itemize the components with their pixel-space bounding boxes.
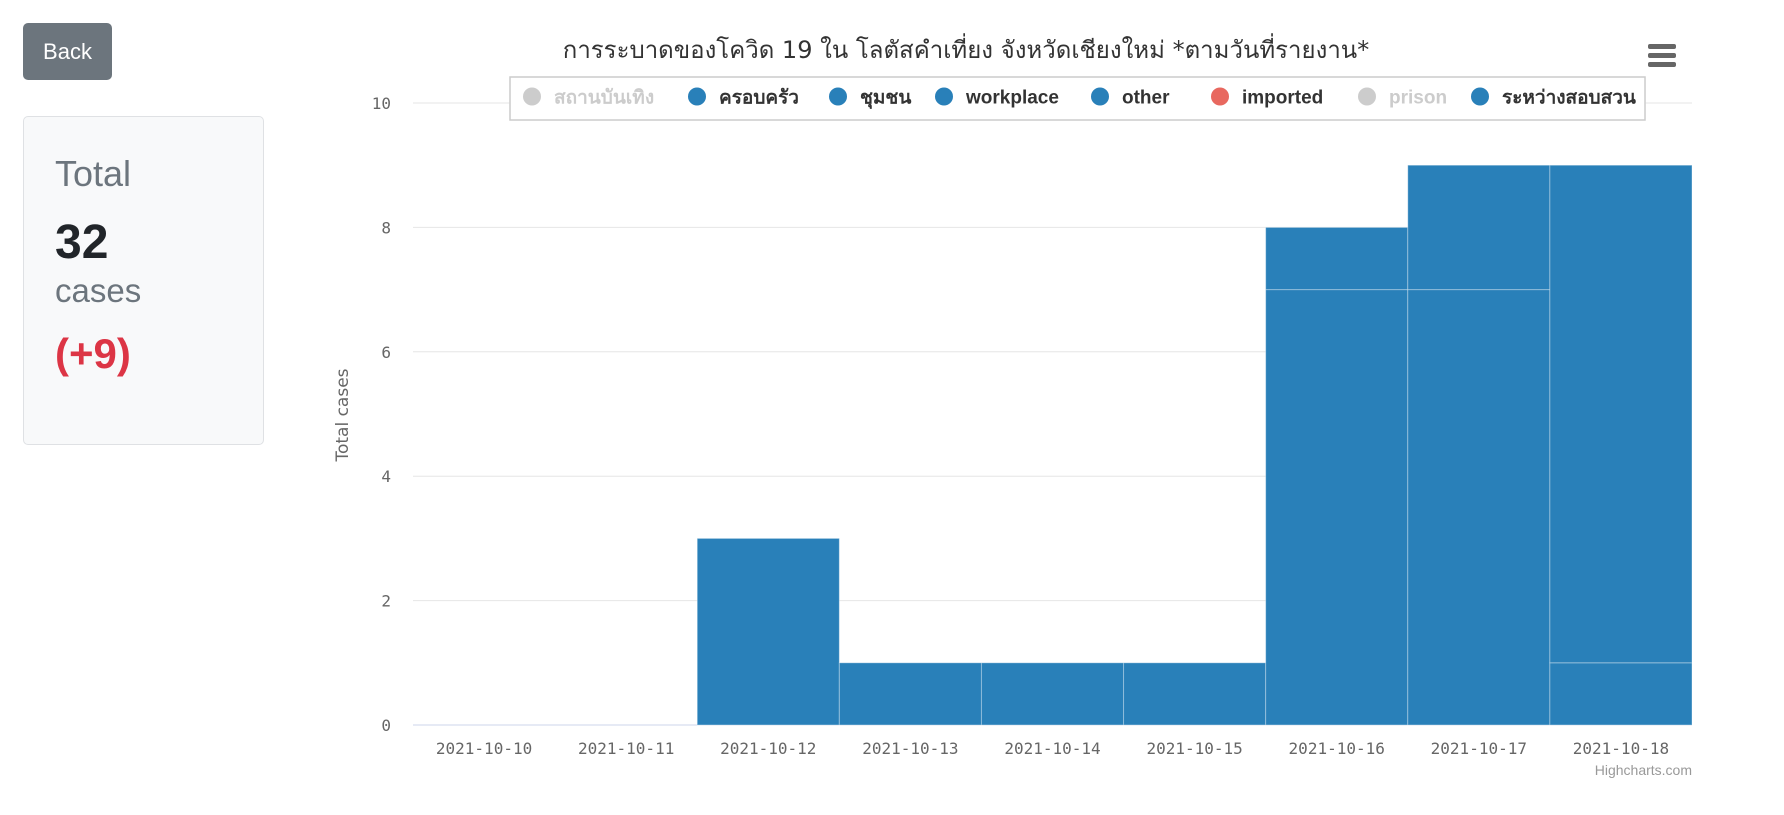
legend-item[interactable]: imported [1211,87,1323,109]
bar[interactable] [1123,662,1267,726]
total-cases-card: Total 32 cases (+9) [23,116,264,445]
legend-item[interactable]: prison [1358,87,1447,109]
legend-label: prison [1389,88,1447,109]
bar[interactable] [838,662,982,726]
bar[interactable] [1407,289,1551,726]
bar[interactable] [1549,164,1693,664]
x-tick-label: 2021-10-17 [1431,739,1527,758]
y-tick-label: 0 [381,716,391,735]
x-tick-label: 2021-10-14 [1004,739,1100,758]
legend-item[interactable]: ชุมชน [829,87,911,110]
legend-marker-icon [1471,87,1489,106]
chart-credit[interactable]: Highcharts.com [1595,762,1692,778]
legend-item[interactable]: ระหว่างสอบสวน [1471,87,1636,109]
y-axis-label: Total cases [333,368,353,462]
bar[interactable] [1265,226,1409,291]
x-tick-label: 2021-10-18 [1573,739,1669,758]
legend-label: ครอบครัว [719,88,799,109]
legend-item[interactable]: สถานบันเทิง [523,87,654,109]
y-axis: 0 2 4 6 8 10 [372,94,391,735]
bars [696,164,1693,726]
legend-marker-icon [935,87,953,106]
legend: สถานบันเทิง ครอบครัว ชุมชน workplace other im… [509,76,1646,121]
back-button[interactable]: Back [23,23,112,80]
legend-item[interactable]: ครอบครัว [688,87,799,109]
new-cases-delta: (+9) [55,330,131,377]
x-axis: 2021-10-10 2021-10-11 2021-10-12 2021-10-13… [436,739,1669,758]
y-tick-label: 10 [372,94,391,113]
legend-label: imported [1242,88,1323,109]
y-tick-label: 4 [381,467,391,486]
x-tick-label: 2021-10-11 [578,739,674,758]
bar[interactable] [1407,164,1551,291]
bar[interactable] [1549,662,1693,726]
x-tick-label: 2021-10-16 [1289,739,1385,758]
legend-marker-icon [1091,87,1109,106]
x-tick-label: 2021-10-10 [436,739,532,758]
legend-item[interactable]: other [1091,87,1170,109]
total-count: 32 [55,216,109,269]
y-tick-label: 2 [381,592,391,611]
legend-marker-icon [688,87,706,106]
bar[interactable] [696,537,840,726]
bar[interactable] [980,662,1125,726]
legend-label: ระหว่างสอบสวน [1502,88,1636,109]
legend-label: ชุมชน [860,88,911,110]
count-unit: cases [55,272,142,309]
hamburger-menu-icon[interactable] [1648,44,1676,68]
card-title: Total [55,153,132,194]
legend-label: other [1122,88,1170,109]
x-tick-label: 2021-10-15 [1146,739,1242,758]
y-tick-label: 8 [381,218,391,237]
legend-marker-icon [829,87,847,106]
chart-title: การระบาดของโควิด 19 ใน โลตัสคำเที่ยง จัง… [563,33,1369,64]
x-tick-label: 2021-10-13 [862,739,958,758]
legend-marker-icon [523,87,541,106]
legend-marker-icon [1211,87,1229,106]
bar[interactable] [1265,289,1409,726]
legend-label: สถานบันเทิง [554,88,654,109]
legend-item[interactable]: workplace [935,87,1059,109]
y-tick-label: 6 [381,343,391,362]
x-tick-label: 2021-10-12 [720,739,816,758]
legend-label: workplace [965,88,1059,109]
legend-marker-icon [1358,87,1376,106]
